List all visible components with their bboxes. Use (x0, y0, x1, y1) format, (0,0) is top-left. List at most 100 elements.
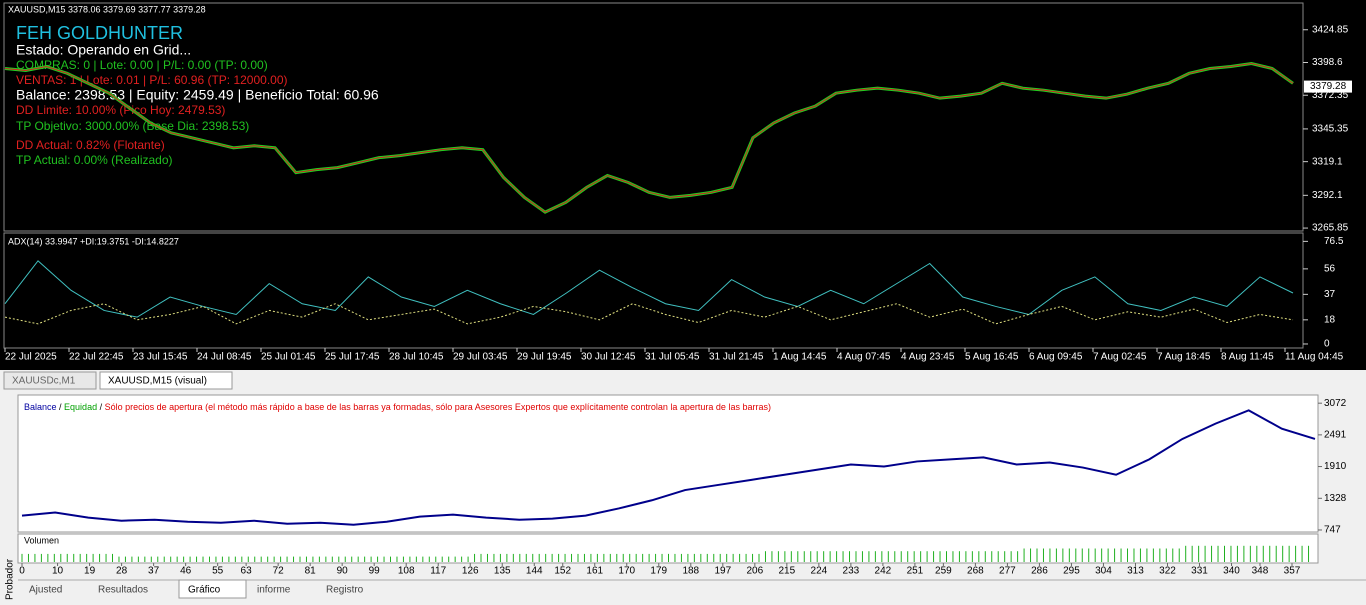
tester-x-tick-label: 117 (430, 566, 446, 577)
ea-tp-target: TP Objetivo: 3000.00% (Base Dia: 2398.53… (16, 119, 249, 133)
tester-x-tick-label: 170 (618, 566, 635, 577)
tester-x-tick-label: 206 (746, 566, 763, 577)
x-tick-label: 25 Jul 01:45 (261, 352, 316, 363)
y-tick-label: 3292.1 (1312, 190, 1343, 201)
tester-y-tick-label: 1910 (1324, 461, 1347, 472)
tester-x-tick-label: 224 (811, 566, 828, 577)
tester-x-tick-label: 340 (1223, 566, 1240, 577)
bottom-tab[interactable]: Gráfico (188, 585, 221, 596)
x-tick-label: 29 Jul 03:45 (453, 352, 508, 363)
tester-x-tick-label: 233 (843, 566, 860, 577)
x-tick-label: 22 Jul 2025 (5, 352, 57, 363)
ea-status: Estado: Operando en Grid... (16, 42, 191, 58)
adx-header: ADX(14) 33.9947 +DI:19.3751 -DI:14.8227 (8, 236, 179, 246)
bottom-tab[interactable]: Ajusted (29, 585, 62, 596)
tester-x-tick-label: 81 (305, 566, 317, 577)
tester-x-tick-label: 37 (148, 566, 160, 577)
tester-y-tick-label: 2491 (1324, 430, 1347, 441)
tester-x-tick-label: 152 (554, 566, 571, 577)
tester-x-tick-label: 19 (84, 566, 96, 577)
y-tick-label: 3424.85 (1312, 24, 1349, 35)
tester-x-tick-label: 144 (526, 566, 543, 577)
tester-x-tick-label: 46 (180, 566, 192, 577)
y-tick-label: 3265.85 (1312, 223, 1349, 234)
tester-x-tick-label: 179 (650, 566, 667, 577)
tester-x-tick-label: 135 (494, 566, 511, 577)
current-price-box (1304, 80, 1352, 93)
tester-x-tick-label: 161 (586, 566, 603, 577)
bottom-tab[interactable]: Registro (326, 585, 364, 596)
x-tick-label: 4 Aug 23:45 (901, 352, 955, 363)
balance-line (21, 409, 1316, 526)
adx-tick-label: 0 (1324, 339, 1330, 350)
adx-tick-label: 56 (1324, 264, 1336, 275)
ea-buys: COMPRAS: 0 | Lote: 0.00 | P/L: 0.00 (TP:… (16, 58, 268, 72)
tester-x-tick-label: 268 (967, 566, 984, 577)
x-tick-label: 30 Jul 12:45 (581, 352, 636, 363)
x-tick-label: 4 Aug 07:45 (837, 352, 891, 363)
chart-tab[interactable] (99, 371, 233, 390)
x-tick-label: 24 Jul 08:45 (197, 352, 252, 363)
legend-mode: Sólo precios de apertura (el método más … (105, 402, 771, 412)
tester-x-tick-label: 277 (999, 566, 1016, 577)
x-tick-label: 29 Jul 19:45 (517, 352, 572, 363)
tester-x-tick-label: 99 (369, 566, 381, 577)
legend-sep: / (57, 402, 65, 412)
chart-tab[interactable] (3, 371, 97, 390)
x-tick-label: 5 Aug 16:45 (965, 352, 1019, 363)
tab-bar (0, 370, 1366, 392)
bottom-tab[interactable]: Resultados (98, 585, 148, 596)
chart-tab-label[interactable]: XAUUSDc,M1 (12, 376, 76, 387)
tester-x-tick-label: 55 (212, 566, 224, 577)
adx-tick-label: 37 (1324, 289, 1336, 300)
tester-x-tick-label: 286 (1031, 566, 1048, 577)
side-label: Probador (5, 558, 16, 600)
tester-x-tick-label: 63 (241, 566, 253, 577)
y-tick-label: 3372.35 (1312, 90, 1349, 101)
x-tick-label: 28 Jul 10:45 (389, 352, 444, 363)
tester-y-tick-label: 747 (1324, 525, 1341, 536)
x-tick-label: 7 Aug 02:45 (1093, 352, 1147, 363)
adx-frame (3, 232, 1304, 349)
ea-dd-current: DD Actual: 0.82% (Flotante) (16, 138, 165, 152)
adx-tick-label: 18 (1324, 314, 1336, 325)
tester-x-tick-label: 188 (682, 566, 699, 577)
tester-x-tick-label: 251 (907, 566, 924, 577)
tester-x-tick-label: 10 (52, 566, 64, 577)
tester-x-tick-label: 242 (875, 566, 892, 577)
tester-x-tick-label: 259 (935, 566, 952, 577)
tester-x-tick-label: 313 (1127, 566, 1144, 577)
x-tick-label: 22 Jul 22:45 (69, 352, 124, 363)
tester-legend: Balance / Equidad / Sólo precios de aper… (24, 402, 771, 412)
bottom-tab[interactable]: informe (257, 585, 291, 596)
chart-header: XAUUSD,M15 3378.06 3379.69 3377.77 3379.… (8, 4, 206, 14)
adx-line (4, 260, 1294, 318)
x-tick-label: 8 Aug 11:45 (1221, 352, 1274, 363)
bottom-tab-active[interactable] (178, 579, 247, 599)
ea-dd-limit: DD Limite: 10.00% (Pico Hoy: 2479.53) (16, 103, 225, 117)
tester-x-tick-label: 28 (116, 566, 128, 577)
tester-x-tick-label: 197 (714, 566, 731, 577)
x-tick-label: 23 Jul 15:45 (133, 352, 188, 363)
legend-equity: Equidad (64, 402, 97, 412)
y-tick-label: 3319.1 (1312, 156, 1343, 167)
chart-background (0, 0, 1366, 370)
x-tick-label: 6 Aug 09:45 (1029, 352, 1083, 363)
main-frame (3, 2, 1304, 232)
y-tick-label: 3345.35 (1312, 124, 1349, 135)
tester-x-tick-label: 348 (1252, 566, 1269, 577)
x-tick-label: 11 Aug 04:45 (1285, 352, 1344, 363)
tester-x-tick-label: 108 (398, 566, 415, 577)
tester-x-tick-label: 331 (1191, 566, 1208, 577)
x-tick-label: 25 Jul 17:45 (325, 352, 380, 363)
adx-tick-label: 76.5 (1324, 236, 1344, 247)
tester-x-tick-label: 295 (1063, 566, 1080, 577)
tester-x-tick-label: 322 (1159, 566, 1176, 577)
chart-tab-label[interactable]: XAUUSD,M15 (visual) (108, 376, 207, 387)
tester-x-tick-label: 90 (337, 566, 349, 577)
tester-x-tick-label: 126 (462, 566, 479, 577)
ea-balance: Balance: 2398.53 | Equity: 2459.49 | Ben… (16, 87, 379, 103)
tester-x-tick-label: 215 (779, 566, 796, 577)
